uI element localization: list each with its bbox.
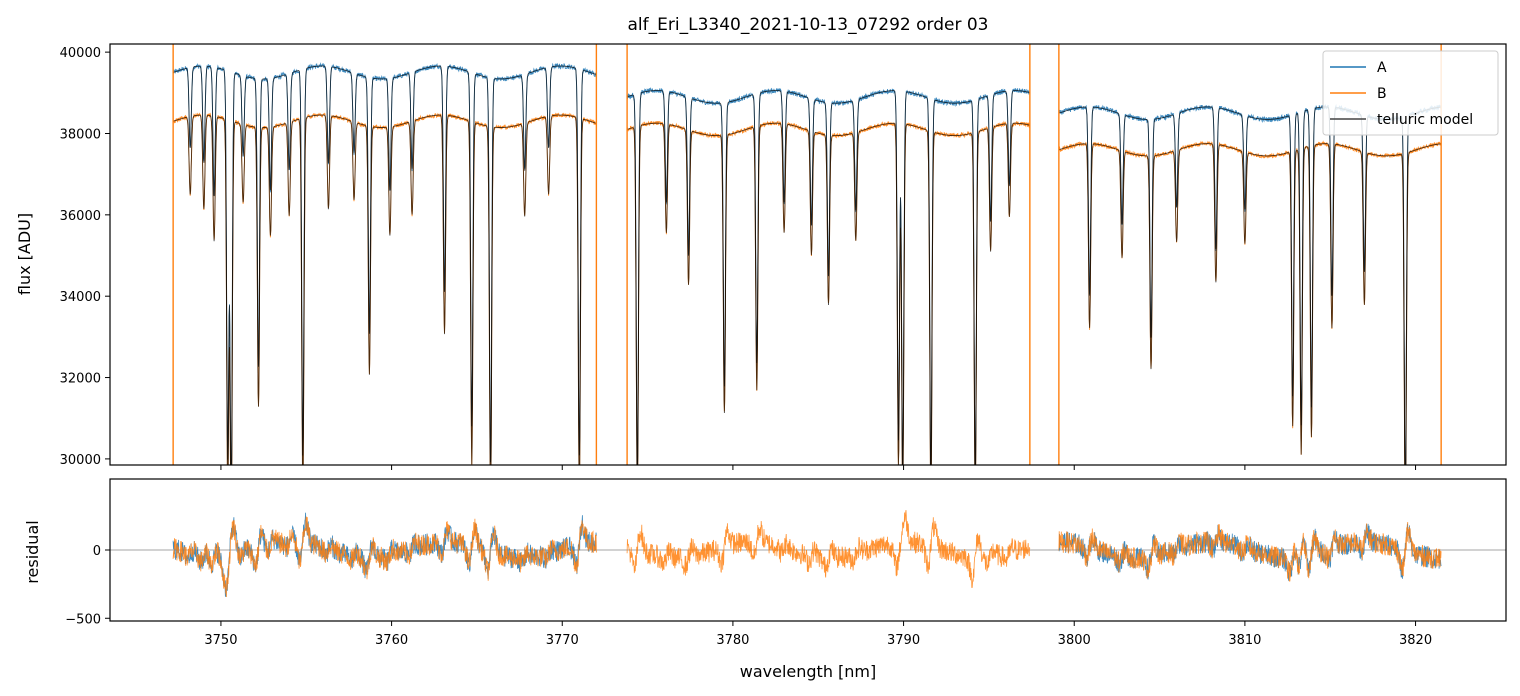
residual-y-tick-label: −500 xyxy=(65,612,101,627)
residual-x-tick-label: 3820 xyxy=(1399,633,1432,648)
chart-title: alf_Eri_L3340_2021-10-13_07292 order 03 xyxy=(628,15,989,35)
residual-b-line xyxy=(172,516,597,598)
flux-axes: 30000 32000 34000 36000 38000 40000 flux [ADU… xyxy=(15,43,1507,470)
flux-y-tick-label: 30000 xyxy=(60,453,101,468)
telluric-model-line-a xyxy=(1058,106,1442,465)
legend-label-telluric: telluric model xyxy=(1377,112,1473,128)
residual-axes: −500 0 3750 3760 3770 3780 3790 3800 3810 3820 r… xyxy=(23,478,1507,681)
residual-x-tick-label: 3800 xyxy=(1058,633,1091,648)
residual-y-tick-label: 0 xyxy=(93,544,101,559)
flux-y-tick-label: 40000 xyxy=(60,46,101,61)
flux-y-axis-label: flux [ADU] xyxy=(15,213,34,295)
telluric-model-line-b xyxy=(172,114,597,465)
flux-y-tick-label: 34000 xyxy=(60,290,101,305)
telluric-model-line-b xyxy=(626,122,1031,465)
flux-y-tick-label: 36000 xyxy=(60,209,101,224)
residual-x-tick-label: 3810 xyxy=(1228,633,1261,648)
residual-y-axis-label: residual xyxy=(23,520,42,583)
series-b-line xyxy=(1058,140,1442,465)
residual-x-tick-label: 3750 xyxy=(204,633,237,648)
flux-y-tick-label: 32000 xyxy=(60,372,101,387)
telluric-model-line-a xyxy=(626,90,1031,465)
residual-a-line xyxy=(1058,523,1442,581)
legend: A B telluric model xyxy=(1322,50,1499,136)
residual-x-tick-label: 3770 xyxy=(546,633,579,648)
series-a-line xyxy=(626,87,1031,465)
flux-axes-frame xyxy=(109,43,1507,466)
legend-box xyxy=(1322,50,1499,136)
residual-x-tick-label: 3790 xyxy=(887,633,920,648)
residual-x-tick-label: 3760 xyxy=(375,633,408,648)
residual-b-line xyxy=(626,510,1031,588)
residual-x-tick-label: 3780 xyxy=(716,633,749,648)
flux-y-tick-label: 38000 xyxy=(60,127,101,142)
x-axis-label: wavelength [nm] xyxy=(740,662,877,681)
residual-b-line xyxy=(1058,521,1442,582)
series-a-line xyxy=(1058,103,1442,465)
telluric-model-line-a xyxy=(172,65,597,465)
telluric-model-line-b xyxy=(1058,143,1442,465)
legend-label-a: A xyxy=(1377,60,1387,76)
legend-label-b: B xyxy=(1377,86,1387,102)
